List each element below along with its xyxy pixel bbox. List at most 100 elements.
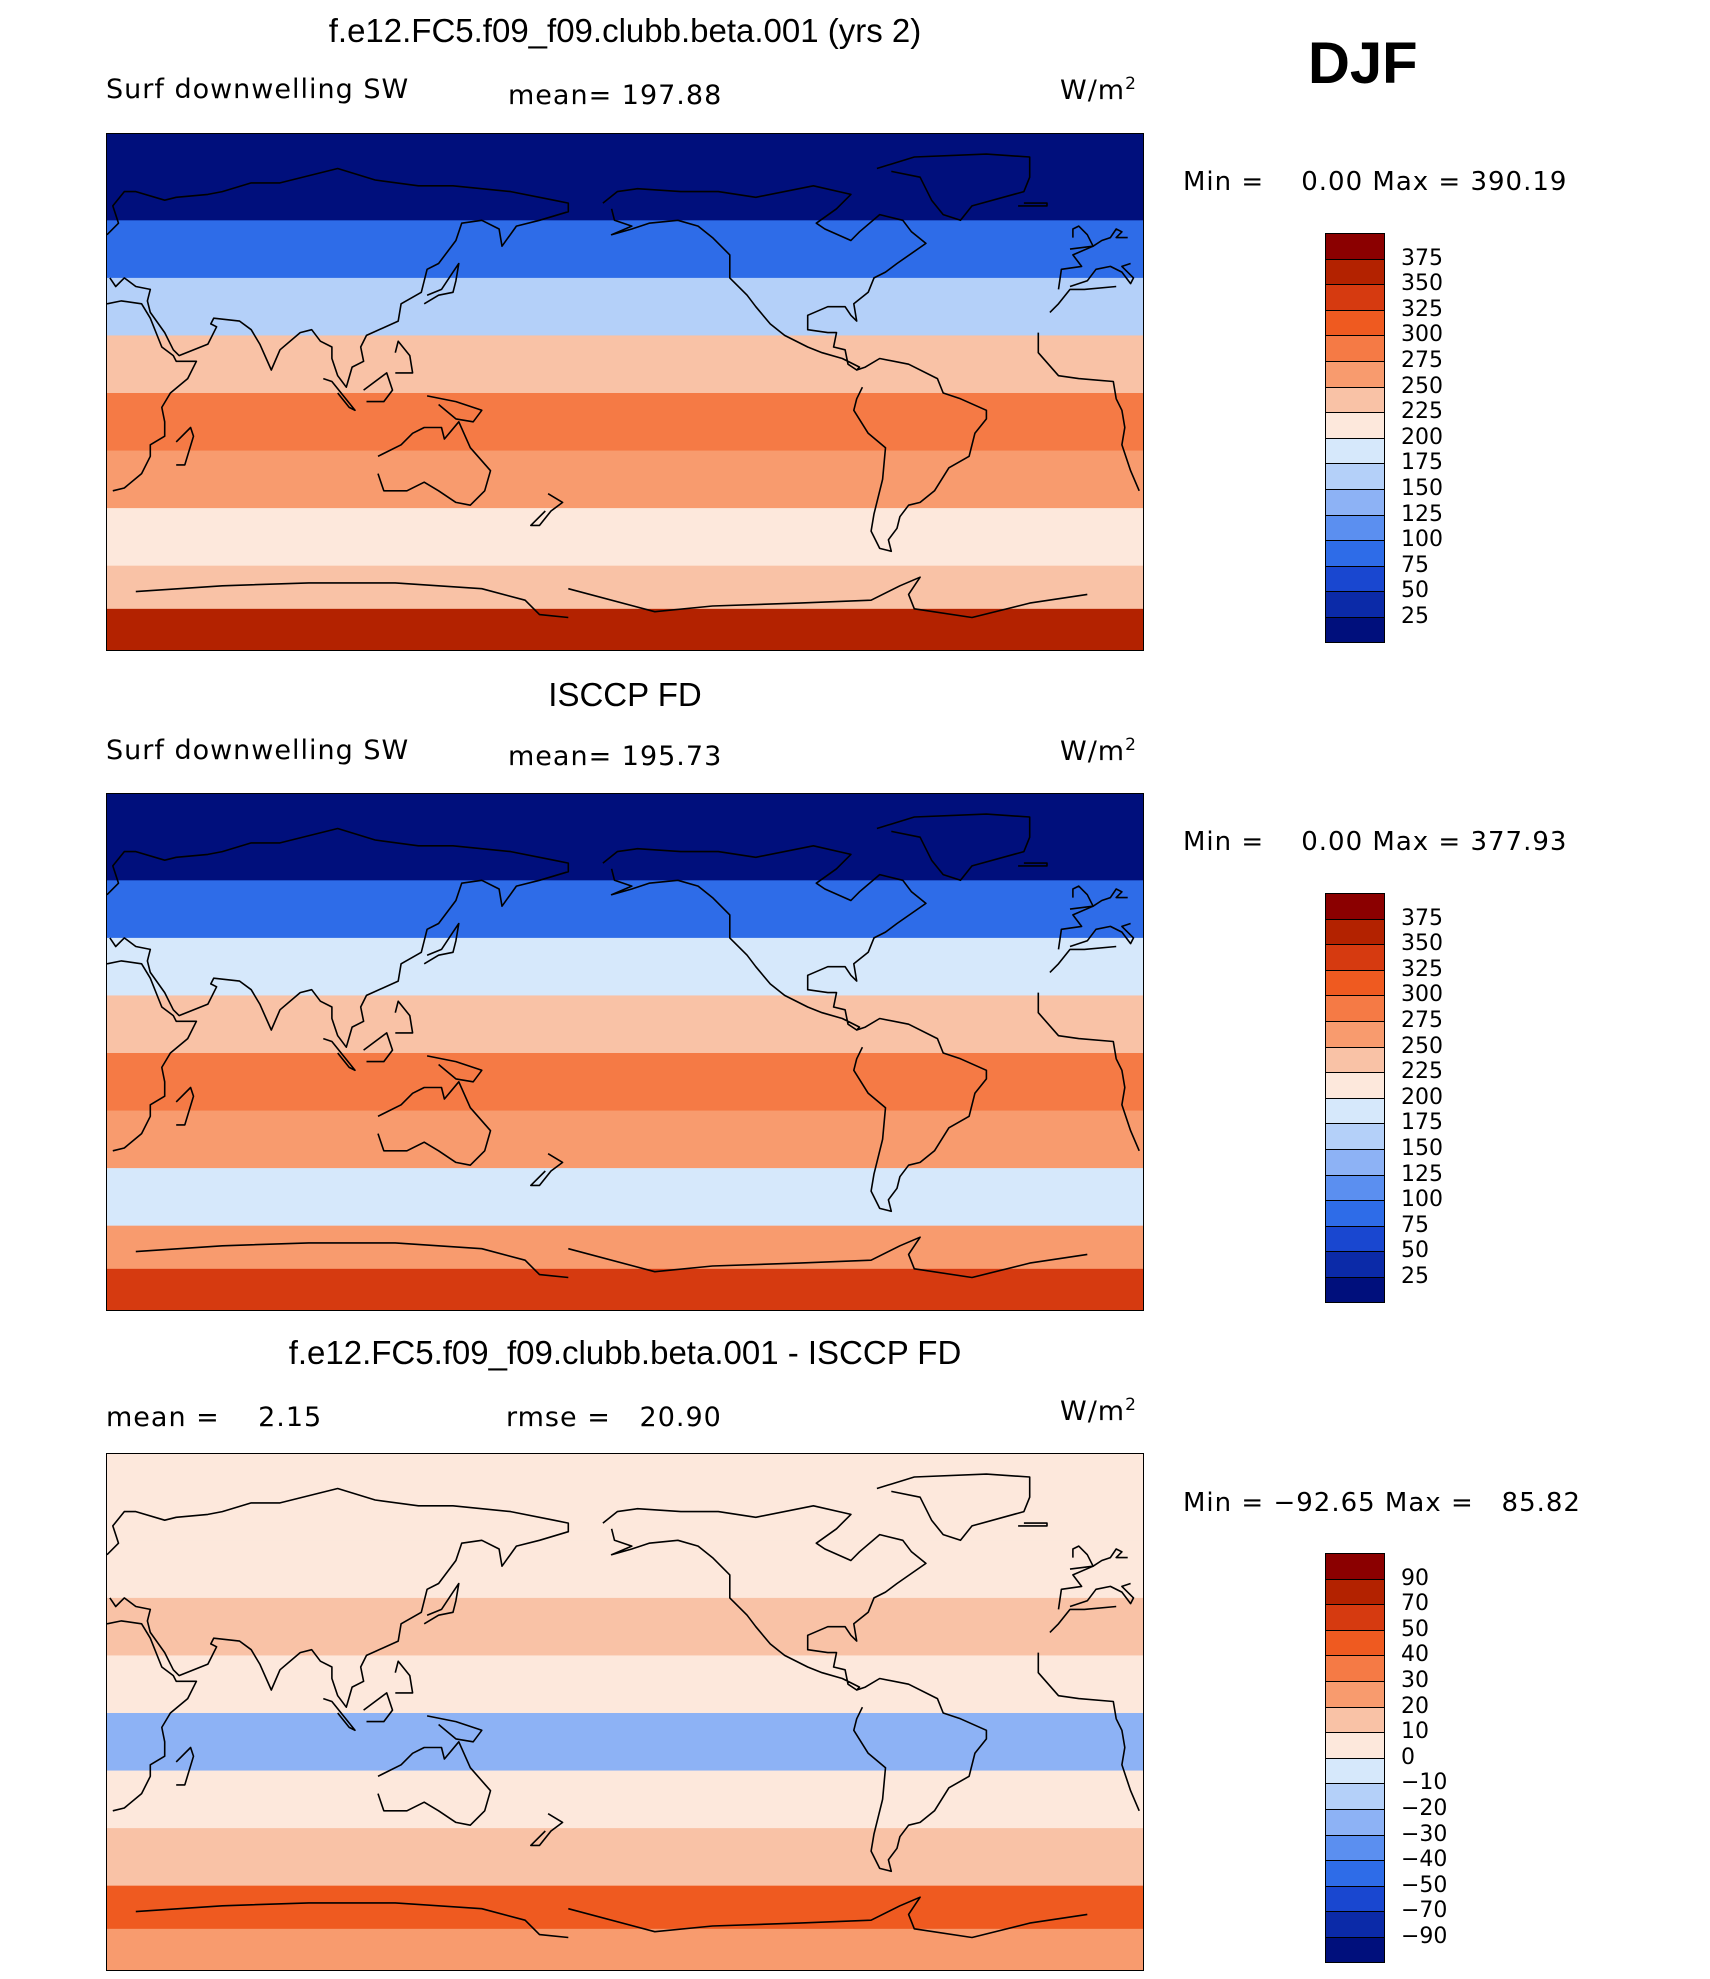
latitude-band-20N-0 — [107, 1655, 1143, 1714]
colorbar-segment — [1325, 540, 1385, 566]
colorbar-tick-label: 275 — [1401, 348, 1443, 373]
latitude-band-0-20S — [107, 1053, 1143, 1112]
min-max-obs: Min = 0.00 Max = 377.93 — [1183, 827, 1568, 857]
colorbar-tick-label: 350 — [1401, 931, 1443, 957]
colorbar-segment — [1325, 1885, 1385, 1912]
units-label-obs: W/m2 — [1060, 735, 1137, 767]
colorbar-segment — [1325, 617, 1385, 643]
coastline — [323, 1697, 356, 1732]
latitude-band-60S-75S — [107, 1225, 1143, 1270]
colorbar-tick-label: 375 — [1401, 245, 1443, 271]
coastline — [426, 395, 483, 423]
colorbar-tick-label: 75 — [1401, 1212, 1429, 1238]
colorbar-segment — [1325, 1251, 1385, 1277]
mean-label-obs: mean= 195.73 — [508, 741, 723, 772]
mean-label-model: mean= 197.88 — [508, 80, 723, 111]
colorbar-segment — [1325, 514, 1385, 541]
colorbar-tick-label: 125 — [1401, 1161, 1443, 1187]
colorbar-tick-label: 50 — [1401, 1238, 1429, 1264]
colorbar-obs: 375 350 325 300 275 250 225 200 175 150 125 100 75 50… — [1325, 893, 1443, 1303]
colorbar-segment — [1325, 386, 1385, 413]
colorbar-segment — [1325, 233, 1385, 259]
colorbar-tick-label: 150 — [1401, 1136, 1443, 1161]
latitude-band-40N-20N — [107, 1597, 1143, 1656]
colorbar-segment — [1325, 893, 1385, 919]
colorbar-segment — [1325, 284, 1385, 310]
colorbar-tick-label: 375 — [1401, 905, 1443, 931]
coastline — [876, 1473, 1031, 1542]
latitude-band-20S-40S — [107, 450, 1143, 509]
colorbar-model: 375 350 325 300 275 250 225 200 175 150 125 100 75 50… — [1325, 233, 1443, 643]
units-base: W/m — [1060, 75, 1126, 106]
colorbar-segment — [1325, 1225, 1385, 1252]
colorbar-tick-label: −10 — [1401, 1770, 1448, 1796]
colorbar-tick-label: −30 — [1401, 1821, 1448, 1847]
coastline — [602, 845, 927, 1031]
latitude-band-90N-60N — [107, 794, 1143, 881]
colorbar-segment — [1325, 1046, 1385, 1073]
units-exp: 2 — [1125, 1395, 1137, 1415]
colorbar-tick-label: 350 — [1401, 271, 1443, 297]
coastline — [1069, 885, 1094, 910]
colorbar-tick-label: 300 — [1401, 982, 1443, 1008]
colorbar-tick-label: 175 — [1401, 450, 1443, 476]
colorbar-tick-label: 70 — [1401, 1591, 1429, 1617]
units-base: W/m — [1060, 1396, 1126, 1427]
colorbar-tick-label: 0 — [1401, 1744, 1415, 1770]
panel-title-model: f.e12.FC5.f09_f09.clubb.beta.001 (yrs 2) — [328, 12, 922, 49]
units-label-diff: W/m2 — [1060, 1395, 1137, 1427]
colorbar-tick-label: −40 — [1401, 1847, 1448, 1873]
colorbar-tick-label: 125 — [1401, 501, 1443, 527]
colorbar-tick-label: 225 — [1401, 1059, 1443, 1085]
coastline — [530, 493, 564, 527]
variable-label-model: Surf downwelling SW — [106, 74, 410, 105]
colorbar-tick-label: −70 — [1401, 1898, 1448, 1924]
colorbar-tick-label: 25 — [1401, 604, 1429, 629]
latitude-band-40N-20N — [107, 937, 1143, 996]
colorbar-tick-label: 20 — [1401, 1693, 1429, 1719]
coastline — [423, 1582, 460, 1625]
latitude-band-60N-40N — [107, 220, 1143, 279]
colorbar-tick-label: 325 — [1401, 296, 1443, 322]
coastline — [426, 1055, 483, 1083]
colorbar-segment — [1325, 1834, 1385, 1861]
map-diff — [106, 1453, 1144, 1971]
latitude-band-0-20S — [107, 393, 1143, 452]
latitude-band-40S-60S — [107, 1168, 1143, 1227]
colorbar-tick-label: 150 — [1401, 476, 1443, 501]
latitude-band-40N-20N — [107, 277, 1143, 336]
colorbar-tick-label: 200 — [1401, 1084, 1443, 1110]
latitude-band-0-20S — [107, 1713, 1143, 1772]
coastline — [363, 1032, 394, 1063]
colorbar-tick-label: 100 — [1401, 1187, 1443, 1213]
latitude-band-40S-60S — [107, 508, 1143, 567]
colorbar-segment — [1325, 258, 1385, 285]
units-exp: 2 — [1125, 735, 1137, 755]
coastline — [107, 1487, 1135, 1708]
colorbar-tick-label: 40 — [1401, 1642, 1429, 1668]
map-svg — [107, 794, 1143, 1310]
coastline — [602, 185, 927, 371]
colorbar-segment — [1325, 1783, 1385, 1809]
colorbar-tick-label: 300 — [1401, 322, 1443, 348]
latitude-band-90N-60N — [107, 134, 1143, 221]
latitude-band-60N-40N — [107, 1540, 1143, 1599]
colorbar-segment — [1325, 1706, 1385, 1733]
coastline — [394, 340, 414, 374]
coastline — [853, 1677, 988, 1873]
coastline — [377, 421, 492, 506]
latitude-band-40S-60S — [107, 1828, 1143, 1887]
coastline — [1018, 202, 1048, 207]
coastline — [107, 285, 1140, 492]
colorbar-segment — [1325, 335, 1385, 361]
coastline — [423, 262, 460, 305]
coastline — [135, 1896, 1088, 1939]
latitude-band-60S-75S — [107, 1885, 1143, 1930]
colorbar-diff: 90 70 50 40 30 20 10 0 −10 −20 −30 −40 −50 −70 −90 — [1325, 1553, 1447, 1963]
coastline — [1018, 862, 1048, 867]
latitude-band-90N-60N — [107, 1454, 1143, 1541]
min-max-diff: Min = −92.65 Max = 85.82 — [1183, 1488, 1581, 1518]
min-max-model: Min = 0.00 Max = 390.19 — [1183, 167, 1568, 197]
colorbar-tick-label: 200 — [1401, 424, 1443, 450]
colorbar-segment — [1325, 463, 1385, 489]
